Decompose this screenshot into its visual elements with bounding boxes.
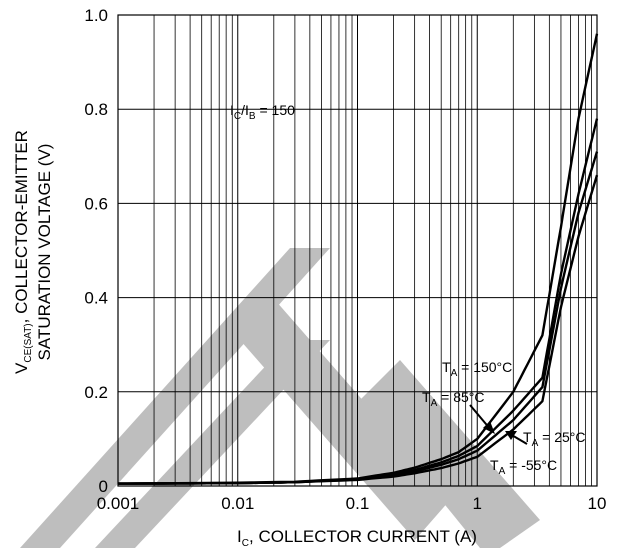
condition-ic: I <box>230 102 234 118</box>
annotation-150c: TA = 150°C <box>442 359 512 379</box>
plot-frame <box>117 14 598 487</box>
y-tick-label: 0 <box>99 477 108 496</box>
y-tick-label: 0.4 <box>84 289 108 308</box>
condition-ic-sub: C <box>234 111 241 122</box>
y-tick-label: 0.2 <box>84 383 108 402</box>
x-tick-label: 1 <box>473 494 482 513</box>
arrowhead-85c-icon <box>483 421 495 434</box>
x-tick-label: 0.01 <box>221 494 254 513</box>
y-tick-label: 0.8 <box>84 100 108 119</box>
arrowhead-25c-icon <box>505 431 517 440</box>
x-tick-label: 10 <box>588 494 607 513</box>
series-annotations: TA = 150°C TA = 85°C TA = 25°C TA = -55°… <box>422 359 585 477</box>
y-axis-title-line2: SATURATION VOLTAGE (V) <box>35 144 54 361</box>
x-tick-label: 0.001 <box>97 494 140 513</box>
condition-value: = 150 <box>256 102 296 118</box>
y-tick-label: 1.0 <box>84 6 108 25</box>
x-tick-label: 0.1 <box>346 494 370 513</box>
condition-label: IC/IB = 150 <box>230 102 295 122</box>
condition-ib-sub: B <box>249 111 256 122</box>
series-line-3 <box>117 33 599 485</box>
plot-grid <box>117 15 597 486</box>
y-axis-title-line1: VCE(SAT), COLLECTOR-EMITTER <box>12 130 34 374</box>
series-layer <box>117 33 599 485</box>
annotation-minus55c: TA = -55°C <box>490 457 557 477</box>
annotation-85c: TA = 85°C <box>422 389 484 409</box>
condition-ib: /I <box>241 102 249 118</box>
x-axis-title: IC, COLLECTOR CURRENT (A) <box>237 527 477 548</box>
annotation-25c: TA = 25°C <box>523 429 585 449</box>
y-tick-label: 0.6 <box>84 194 108 213</box>
tick-labels: 0.001 0.01 0.1 1 10 0 0.2 0.4 0.6 0.8 1.0 <box>84 6 606 513</box>
